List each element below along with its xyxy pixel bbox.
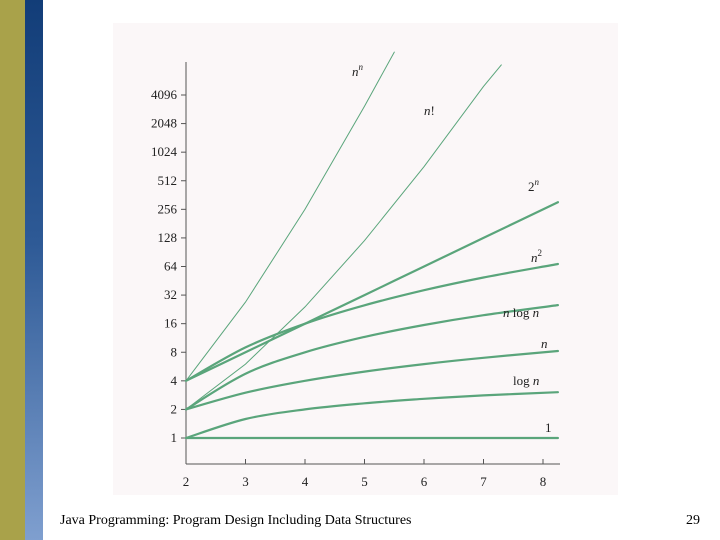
y-tick-label: 4096 — [151, 87, 178, 102]
y-tick-label: 2 — [171, 401, 178, 416]
series-line-n-n — [185, 51, 395, 382]
series-label-n-log-n: n log n — [503, 305, 539, 320]
series-line-n-log-n — [184, 304, 559, 411]
series-lines — [184, 51, 559, 440]
y-tick-label: 64 — [164, 259, 178, 274]
series-label-2-n: 2n — [528, 177, 540, 194]
x-tick-label: 7 — [480, 474, 487, 489]
x-tick-label: 4 — [302, 474, 309, 489]
series-line-n — [184, 349, 559, 411]
footer-course-title: Java Programming: Program Design Includi… — [60, 513, 412, 528]
x-tick-label: 3 — [242, 474, 249, 489]
y-tick-label: 2048 — [151, 116, 177, 131]
series-line-2-n — [184, 201, 559, 382]
series-line-n-2 — [184, 262, 559, 382]
axes: 1 2 4 8 16 32 64 128 256 512 1024 2048 4096 2 3 4 5 6 7 8 — [151, 62, 560, 489]
y-tick-label: 256 — [158, 201, 178, 216]
x-tick-label: 2 — [183, 474, 190, 489]
series-label-n-2: n2 — [531, 248, 542, 265]
x-tick-label: 5 — [361, 474, 368, 489]
chart-background — [113, 23, 618, 495]
page-number: 29 — [686, 513, 700, 528]
left-blue-band — [25, 0, 43, 540]
y-tick-label: 128 — [158, 230, 178, 245]
series-label-n-n: nn — [352, 62, 364, 79]
y-tick-label: 1 — [171, 430, 178, 445]
left-olive-band — [0, 0, 25, 540]
series-label-n: n — [541, 336, 548, 351]
series-labels: 1 log n n n log n n2 2n n! nn — [352, 62, 552, 435]
y-tick-label: 1024 — [151, 144, 178, 159]
x-tick-label: 8 — [540, 474, 547, 489]
series-label-1: 1 — [545, 420, 552, 435]
y-tick-label: 512 — [158, 173, 178, 188]
y-tick-label: 8 — [171, 344, 178, 359]
series-label-n-: n! — [424, 103, 435, 118]
series-line-log-n — [184, 391, 559, 440]
series-line-n- — [185, 64, 502, 410]
x-tick-label: 6 — [421, 474, 428, 489]
y-tick-label: 32 — [164, 287, 177, 302]
y-tick-label: 4 — [171, 373, 178, 388]
y-tick-label: 16 — [164, 316, 178, 331]
series-label-log-n: log n — [513, 373, 539, 388]
